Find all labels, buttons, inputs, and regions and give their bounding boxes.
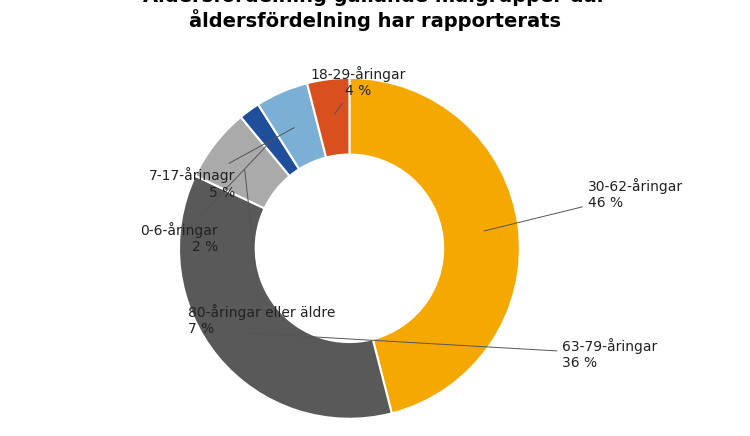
Wedge shape — [350, 78, 520, 413]
Text: 30-62-åringar
46 %: 30-62-åringar 46 % — [484, 178, 683, 231]
Wedge shape — [195, 117, 290, 208]
Text: 80-åringar eller äldre
7 %: 80-åringar eller äldre 7 % — [188, 170, 335, 336]
Wedge shape — [258, 83, 326, 169]
Text: 63-79-åringar
36 %: 63-79-åringar 36 % — [250, 333, 658, 370]
Text: 18-29-åringar
4 %: 18-29-åringar 4 % — [310, 66, 406, 114]
Wedge shape — [241, 104, 299, 176]
Wedge shape — [179, 176, 392, 419]
Wedge shape — [307, 78, 350, 157]
Text: 7-17-årinagr
5 %: 7-17-årinagr 5 % — [148, 128, 294, 200]
Text: 0-6-åringar
2 %: 0-6-åringar 2 % — [140, 143, 269, 254]
Title: Åldersfördelning gällande målgrupper där
åldersfördelning har rapporterats: Åldersfördelning gällande målgrupper där… — [143, 0, 607, 31]
